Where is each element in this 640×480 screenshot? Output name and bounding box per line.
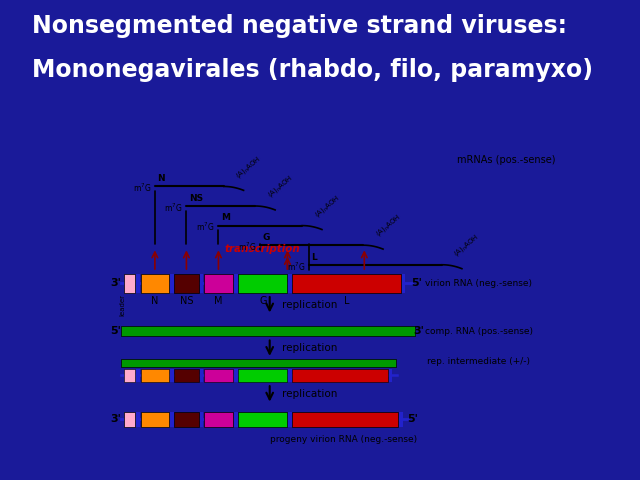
Text: M: M bbox=[221, 213, 230, 222]
Bar bbox=[121, 326, 415, 336]
Text: 5': 5' bbox=[407, 415, 418, 424]
Bar bbox=[292, 369, 388, 382]
Bar bbox=[289, 369, 292, 382]
Bar bbox=[292, 274, 401, 292]
Text: L: L bbox=[312, 252, 317, 262]
Text: mRNAs (pos.-sense): mRNAs (pos.-sense) bbox=[457, 156, 556, 165]
Text: 3': 3' bbox=[111, 415, 122, 424]
Bar bbox=[136, 412, 140, 427]
Text: transcription: transcription bbox=[225, 244, 300, 254]
Text: comp. RNA (pos.-sense): comp. RNA (pos.-sense) bbox=[425, 326, 533, 336]
Bar bbox=[292, 412, 398, 427]
Bar bbox=[289, 274, 292, 292]
Bar bbox=[204, 274, 233, 292]
Text: m$^7$G: m$^7$G bbox=[237, 240, 256, 253]
Bar bbox=[234, 369, 237, 382]
Text: (A)$_n$AOH: (A)$_n$AOH bbox=[312, 192, 342, 220]
Text: NS: NS bbox=[180, 297, 193, 306]
Text: 5': 5' bbox=[111, 326, 122, 336]
Bar bbox=[204, 369, 233, 382]
Bar bbox=[124, 274, 135, 292]
Text: 3': 3' bbox=[111, 278, 122, 288]
Text: leader: leader bbox=[120, 294, 126, 316]
Bar bbox=[170, 412, 173, 427]
Bar bbox=[234, 412, 237, 427]
Bar bbox=[238, 412, 287, 427]
Text: replication: replication bbox=[282, 343, 337, 353]
Bar bbox=[399, 412, 403, 427]
Text: L: L bbox=[344, 297, 349, 306]
Bar bbox=[141, 369, 169, 382]
Text: (A)$_n$AOH: (A)$_n$AOH bbox=[452, 232, 482, 259]
Text: M: M bbox=[214, 297, 223, 306]
Bar bbox=[200, 412, 203, 427]
Text: rep. intermediate (+/-): rep. intermediate (+/-) bbox=[428, 358, 531, 366]
Text: NS: NS bbox=[189, 194, 203, 203]
Bar bbox=[124, 412, 135, 427]
Bar bbox=[174, 274, 199, 292]
Bar bbox=[200, 274, 203, 292]
Text: replication: replication bbox=[282, 300, 337, 310]
Text: Nonsegmented negative strand viruses:: Nonsegmented negative strand viruses: bbox=[32, 14, 567, 38]
Bar bbox=[390, 369, 392, 382]
Bar bbox=[136, 369, 140, 382]
Text: 5': 5' bbox=[411, 278, 422, 288]
Bar bbox=[170, 369, 173, 382]
Bar bbox=[200, 369, 203, 382]
Bar bbox=[174, 369, 199, 382]
Bar bbox=[234, 274, 237, 292]
Text: m$^7$G: m$^7$G bbox=[196, 221, 214, 233]
Bar bbox=[141, 274, 169, 292]
Bar bbox=[402, 274, 405, 292]
Bar bbox=[136, 274, 140, 292]
Bar bbox=[204, 412, 233, 427]
Text: (A)$_n$AOH: (A)$_n$AOH bbox=[265, 173, 295, 200]
Bar bbox=[121, 359, 396, 367]
Bar bbox=[238, 274, 287, 292]
Text: G: G bbox=[259, 297, 266, 306]
Text: Mononegavirales (rhabdo, filo, paramyxo): Mononegavirales (rhabdo, filo, paramyxo) bbox=[32, 58, 593, 82]
Text: N: N bbox=[151, 297, 159, 306]
Text: progeny virion RNA (neg.-sense): progeny virion RNA (neg.-sense) bbox=[271, 435, 417, 444]
Text: N: N bbox=[157, 174, 165, 183]
Bar bbox=[170, 274, 173, 292]
Text: (A)$_n$AOH: (A)$_n$AOH bbox=[373, 212, 403, 240]
Bar bbox=[289, 412, 292, 427]
Text: m$^7$G: m$^7$G bbox=[164, 202, 182, 214]
Text: 3': 3' bbox=[413, 326, 424, 336]
Text: G: G bbox=[262, 233, 269, 242]
Text: replication: replication bbox=[282, 389, 337, 399]
Text: m$^7$G: m$^7$G bbox=[287, 260, 305, 273]
Text: virion RNA (neg.-sense): virion RNA (neg.-sense) bbox=[425, 278, 532, 288]
Text: (A)$_n$AOH: (A)$_n$AOH bbox=[234, 153, 264, 180]
Bar bbox=[141, 412, 169, 427]
Text: m$^7$G: m$^7$G bbox=[132, 182, 151, 194]
Bar bbox=[238, 369, 287, 382]
Bar bbox=[124, 369, 135, 382]
Bar bbox=[174, 412, 199, 427]
